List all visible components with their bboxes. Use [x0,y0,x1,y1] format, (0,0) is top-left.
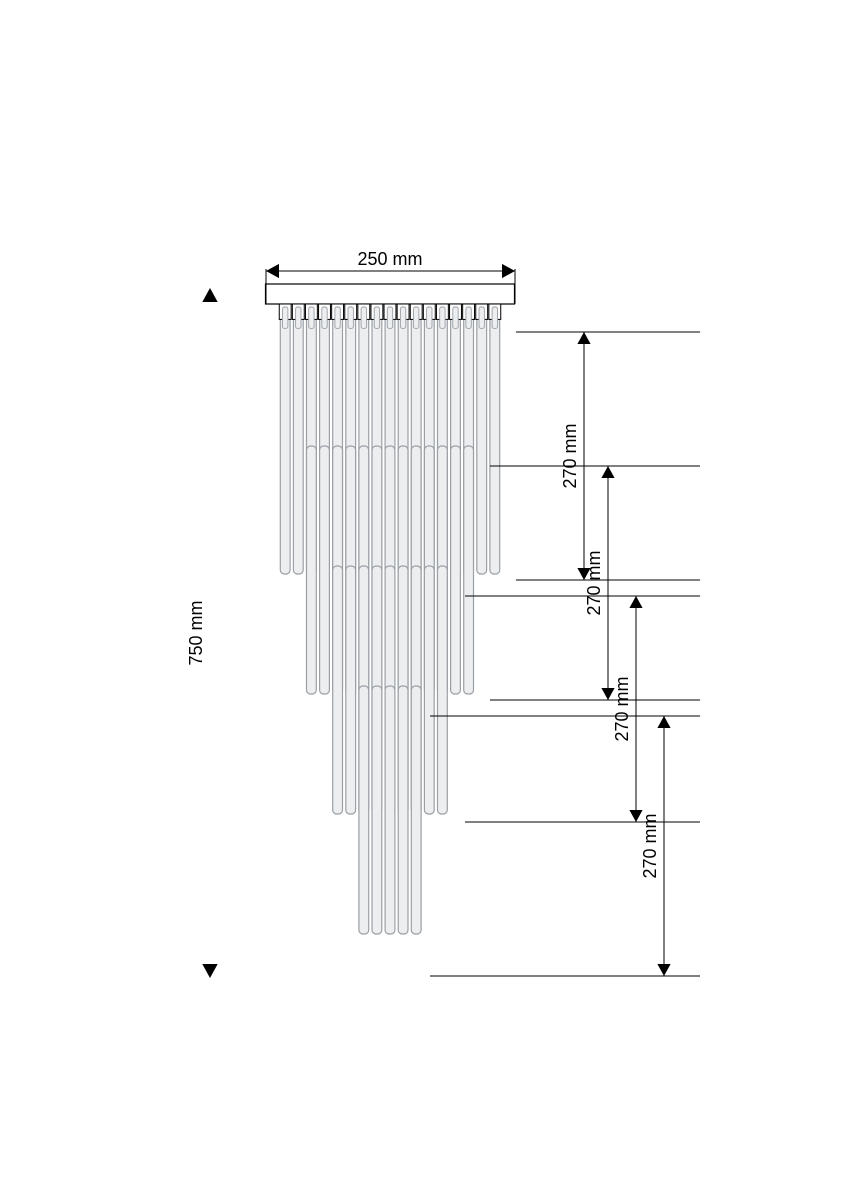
cap-inner [492,307,497,328]
cap-inner [361,307,366,328]
tube [280,304,290,574]
arrowhead-icon [657,716,670,728]
tube [320,446,330,694]
tube [333,566,343,814]
arrowhead-icon [202,288,217,302]
tube [372,686,382,934]
cap-inner [453,307,458,328]
cap-inner [387,307,392,328]
tube [346,566,356,814]
cap-inner [296,307,301,328]
tube [477,304,487,574]
dim-label: 270 mm [560,423,580,488]
tube [438,566,448,814]
cap-inner [374,307,379,328]
arrowhead-icon [502,264,515,278]
cap-inner [427,307,432,328]
tube [411,686,421,934]
tubes [280,304,499,934]
arrowhead-icon [601,466,614,478]
tube [424,566,434,814]
cap-inner [322,307,327,328]
arrowhead-icon [577,332,590,344]
arrowhead-icon [629,596,642,608]
arrowhead-icon [202,964,217,978]
tube [464,446,474,694]
mount-plate [266,284,515,304]
arrowhead-icon [657,964,670,976]
tube [385,686,395,934]
cap-inner [466,307,471,328]
cap-inner [309,307,314,328]
dim-label: 250 mm [357,249,422,269]
tube [307,446,317,694]
tube [490,304,500,574]
cap-inner [414,307,419,328]
dim-label: 270 mm [612,676,632,741]
dim-label: 270 mm [640,813,660,878]
arrowhead-icon [266,264,279,278]
tube [293,304,303,574]
dim-label: 270 mm [584,550,604,615]
cap-inner [440,307,445,328]
tube [398,686,408,934]
cap-inner [348,307,353,328]
dim-label: 750 mm [186,600,206,665]
cap-inner [335,307,340,328]
tube [359,686,369,934]
tube [451,446,461,694]
cap-inner [283,307,288,328]
cap-inner [400,307,405,328]
cap-inner [479,307,484,328]
